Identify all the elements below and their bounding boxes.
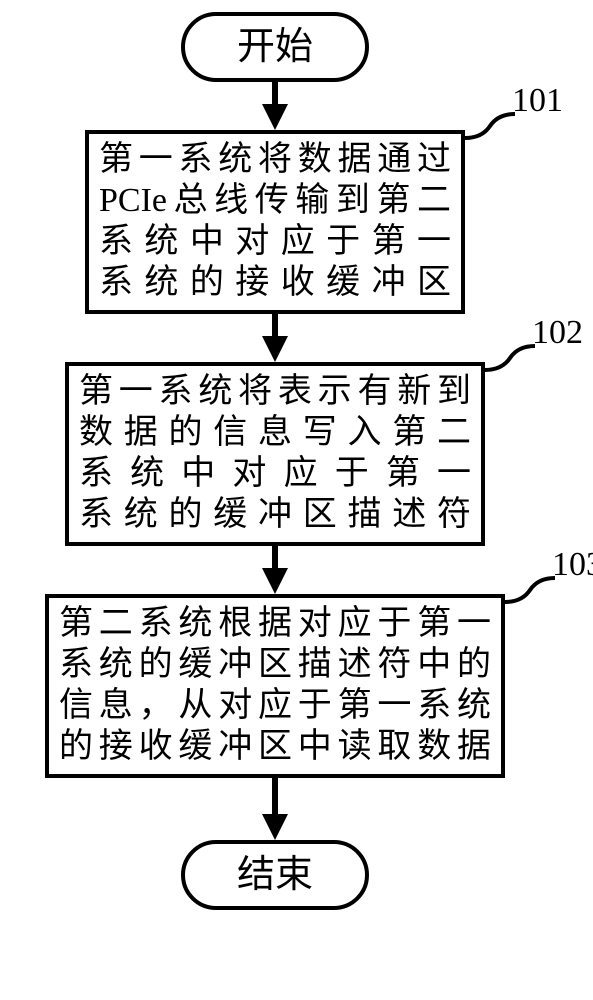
- arrow-1-head: [262, 104, 288, 130]
- arrow-4-head: [262, 814, 288, 840]
- process-102: 第一系统将表示有新到 数据的信息写入第二 系统中对应于第一 系统的缓冲区描述符: [65, 362, 485, 546]
- start-label: 开始: [237, 28, 313, 66]
- ref-label-101: 101: [512, 82, 563, 120]
- start-terminator: 开始: [181, 12, 369, 82]
- end-label: 结束: [237, 856, 313, 894]
- process-103: 第二系统根据对应于第一 系统的缓冲区描述符中的 信息，从对应于第一系统 的接收缓…: [45, 594, 505, 778]
- process-102-text: 第一系统将表示有新到 数据的信息写入第二 系统中对应于第一 系统的缓冲区描述符: [79, 372, 471, 535]
- end-terminator: 结束: [181, 840, 369, 910]
- process-101-text: 第一系统将数据通过 PCIe总线传输到第二 系统中对应于第一 系统的接收缓冲区: [99, 140, 451, 303]
- arrow-3-head: [262, 568, 288, 594]
- ref-connector-101: [460, 108, 520, 148]
- ref-label-102: 102: [532, 314, 583, 352]
- process-103-text: 第二系统根据对应于第一 系统的缓冲区描述符中的 信息，从对应于第一系统 的接收缓…: [59, 604, 491, 767]
- ref-label-103: 103: [552, 546, 593, 584]
- ref-connector-103: [500, 572, 560, 612]
- arrow-2-head: [262, 336, 288, 362]
- process-101: 第一系统将数据通过 PCIe总线传输到第二 系统中对应于第一 系统的接收缓冲区: [85, 130, 465, 314]
- ref-connector-102: [480, 340, 540, 380]
